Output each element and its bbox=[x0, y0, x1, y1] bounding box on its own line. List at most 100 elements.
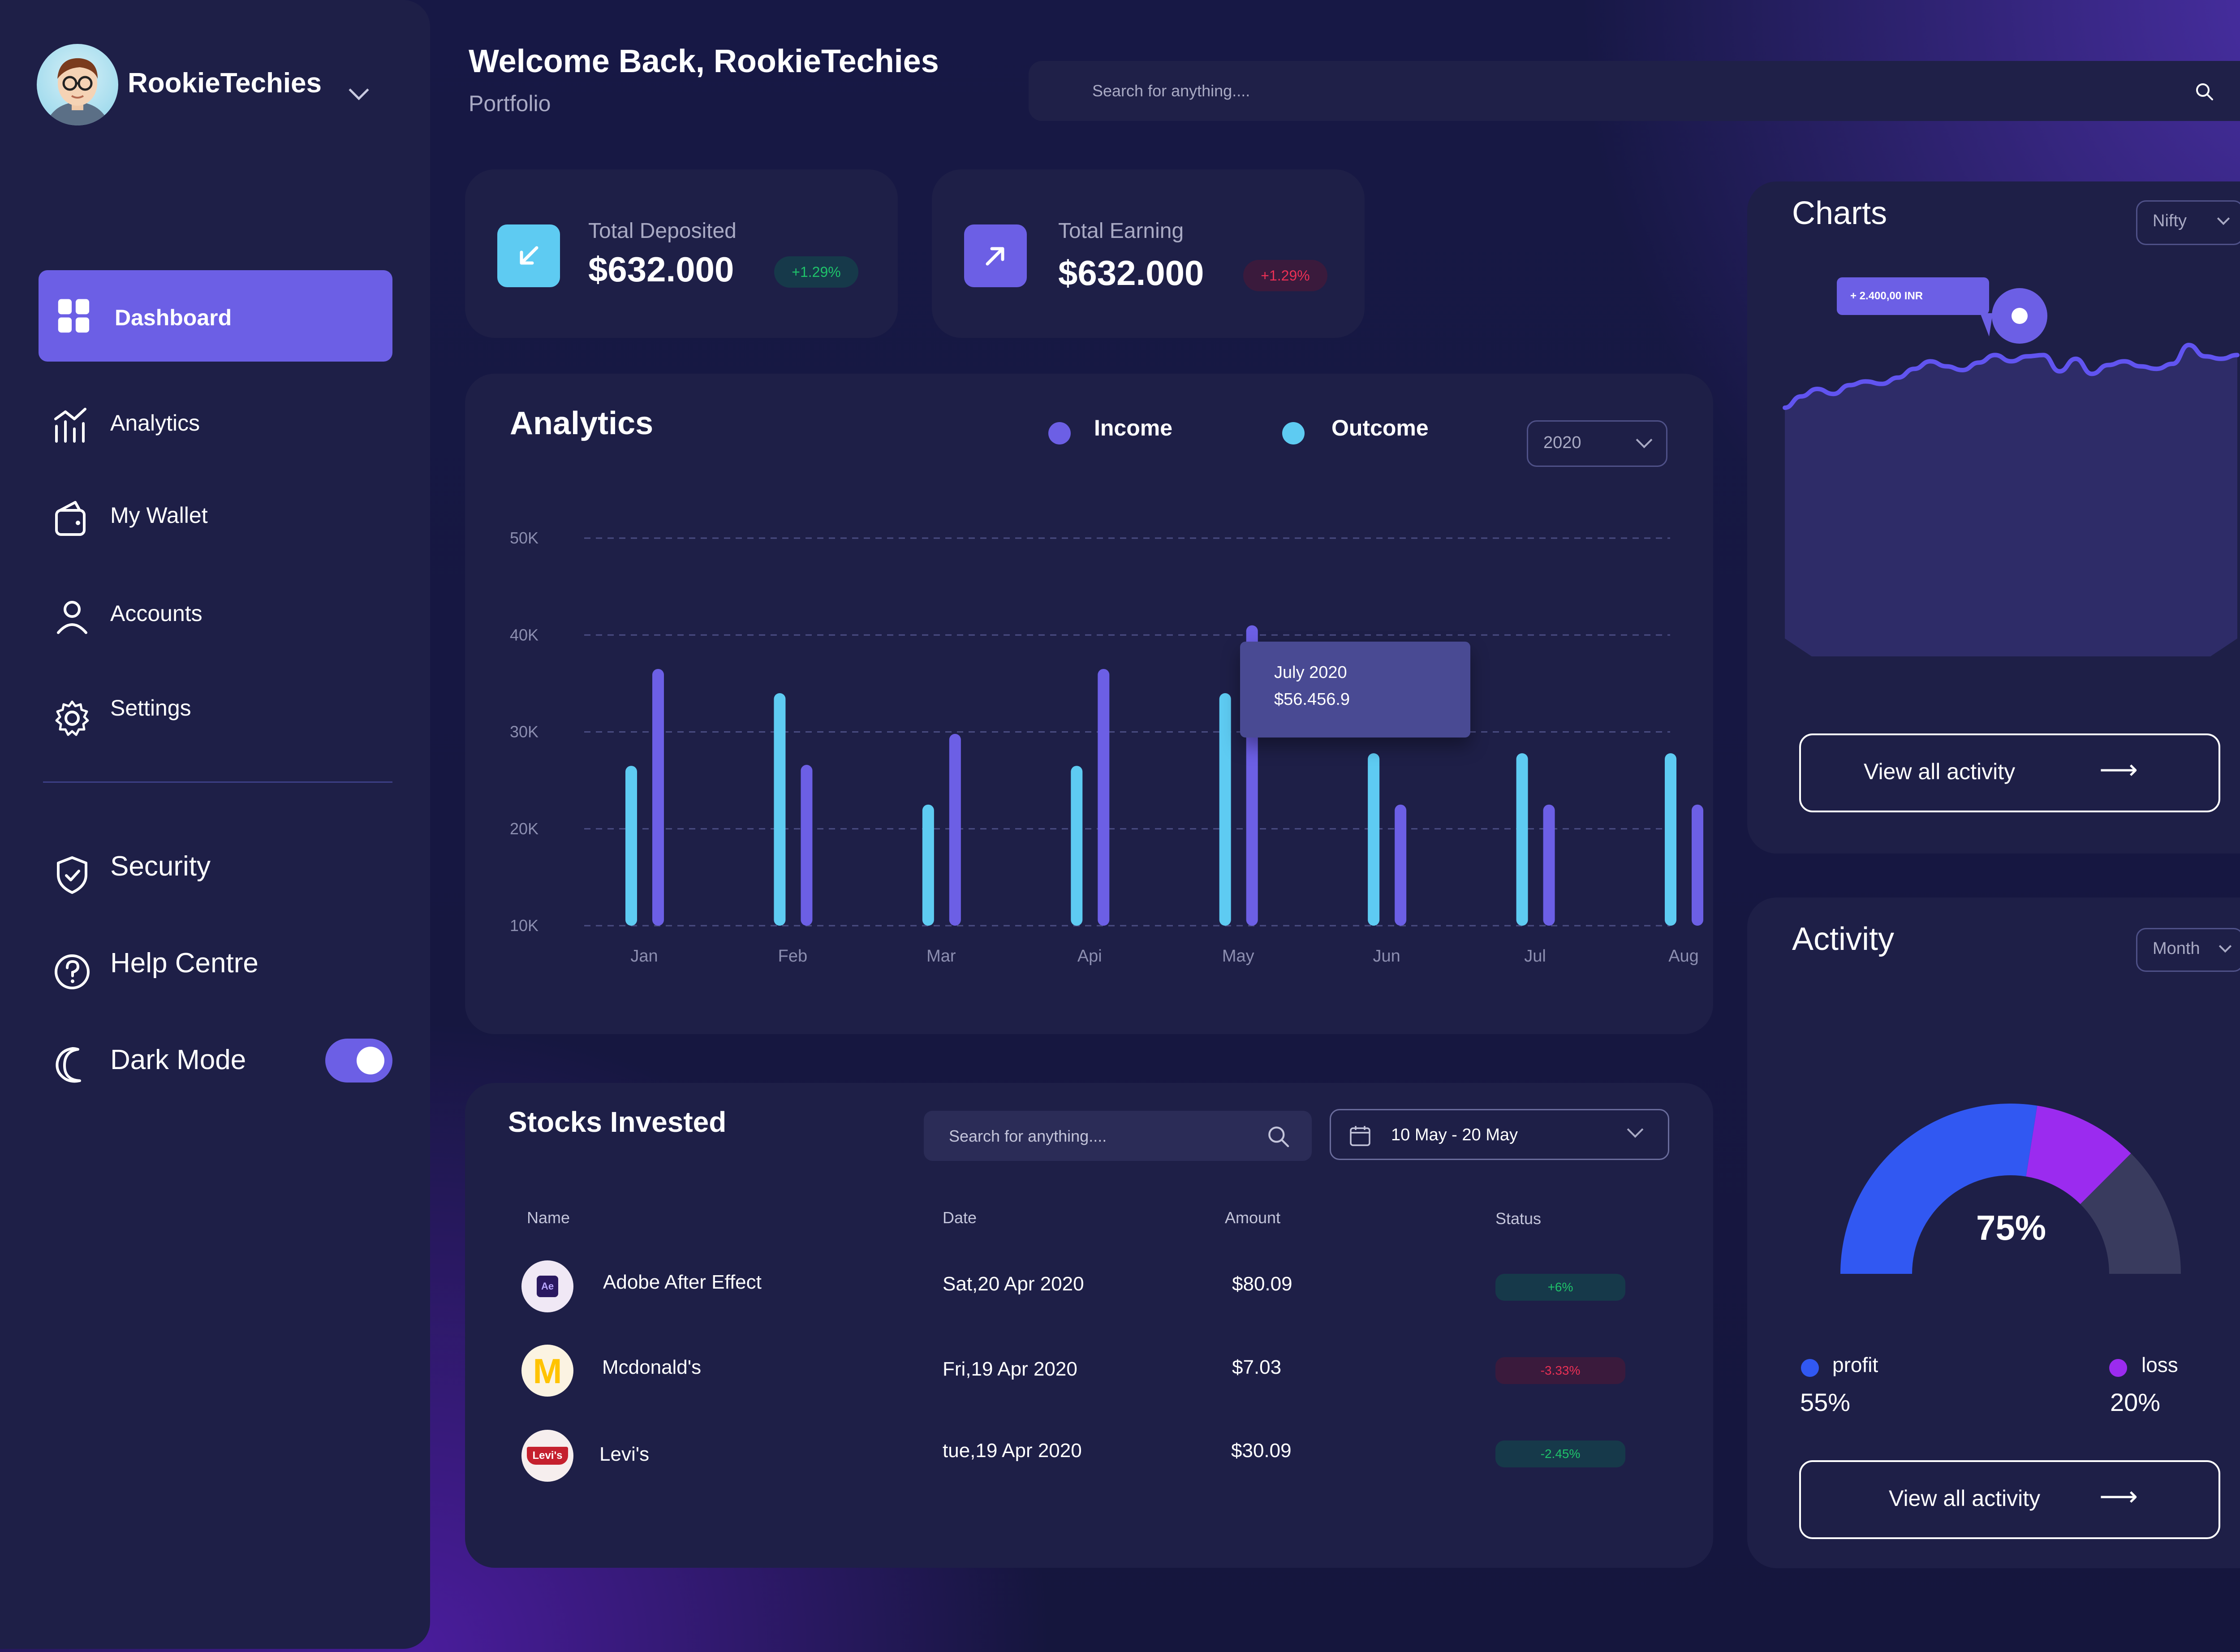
activity-view-all-button[interactable]: View all activity ⟶ bbox=[1799, 1460, 2220, 1539]
x-tick-label: Jul bbox=[1524, 947, 1546, 966]
analytics-icon bbox=[54, 408, 86, 443]
dashboard-icon bbox=[58, 299, 90, 333]
shield-icon bbox=[57, 856, 87, 894]
sidebar-item-label: My Wallet bbox=[110, 503, 208, 528]
wallet-icon bbox=[55, 501, 86, 536]
sidebar-item-wallet[interactable]: My Wallet bbox=[39, 478, 392, 545]
toggle-knob bbox=[357, 1047, 384, 1074]
button-label: View all activity bbox=[1889, 1486, 2041, 1511]
area-fill bbox=[1785, 345, 2237, 656]
chevron-down-icon bbox=[2218, 940, 2232, 953]
profit-dot bbox=[1801, 1359, 1819, 1377]
stock-name: Mcdonald's bbox=[602, 1356, 702, 1378]
date-range-select[interactable]: 10 May - 20 May bbox=[1330, 1109, 1669, 1160]
stock-date: Sat,20 Apr 2020 bbox=[943, 1273, 1084, 1295]
loss-label: loss bbox=[2141, 1353, 2178, 1376]
x-tick-label: Mar bbox=[926, 947, 956, 966]
x-tick-label: Feb bbox=[778, 947, 807, 966]
profit-label: profit bbox=[1832, 1353, 1878, 1376]
username: RookieTechies bbox=[128, 68, 322, 99]
sidebar-item-dashboard[interactable]: Dashboard bbox=[39, 282, 392, 349]
sidebar-divider bbox=[43, 781, 392, 783]
bar-outcome bbox=[1516, 753, 1528, 926]
stock-name: Adobe After Effect bbox=[603, 1271, 762, 1293]
stat-card-earning: Total Earning $632.000 +1.29% bbox=[932, 169, 1365, 338]
global-search-input[interactable]: Search for anything.... bbox=[1029, 61, 2240, 121]
x-tick-label: Jun bbox=[1373, 947, 1400, 966]
dark-mode-toggle[interactable] bbox=[325, 1039, 392, 1083]
adobe-logo-icon: Ae bbox=[521, 1260, 573, 1312]
page-subtitle: Portfolio bbox=[469, 91, 551, 116]
search-placeholder: Search for anything.... bbox=[1092, 82, 1250, 100]
area-line bbox=[1783, 342, 2240, 410]
search-icon[interactable] bbox=[1266, 1124, 1290, 1148]
moon-icon bbox=[56, 1047, 81, 1083]
chevron-down-icon bbox=[1627, 1121, 1644, 1138]
bar-income bbox=[801, 765, 813, 926]
user-icon bbox=[57, 601, 87, 634]
y-tick-label: 20K bbox=[510, 820, 538, 838]
date-range-value: 10 May - 20 May bbox=[1391, 1126, 1518, 1144]
y-tick-label: 10K bbox=[510, 916, 538, 935]
sidebar-item-label: Dark Mode bbox=[110, 1044, 246, 1075]
arrow-right-icon: ⟶ bbox=[2099, 1481, 2138, 1511]
charts-view-all-button[interactable]: View all activity ⟶ bbox=[1799, 733, 2220, 812]
search-icon[interactable] bbox=[2194, 82, 2214, 101]
column-header-amount: Amount bbox=[1225, 1208, 1281, 1227]
bar-income bbox=[1543, 804, 1555, 926]
area-chart bbox=[1783, 288, 2240, 656]
stat-value: $632.000 bbox=[588, 250, 734, 289]
sidebar-item-label: Dashboard bbox=[115, 305, 232, 330]
stock-name: Levi's bbox=[599, 1443, 650, 1465]
charts-card: Charts Nifty + 2.400,00 INR View all act… bbox=[1747, 181, 2240, 854]
y-tick-label: 50K bbox=[510, 529, 538, 547]
index-select-value: Nifty bbox=[2153, 211, 2187, 230]
analytics-card: Analytics Income Outcome 2020 10K 20K 30K 4… bbox=[465, 374, 1713, 1034]
sidebar-item-label: Settings bbox=[110, 695, 191, 720]
x-tick-label: Api bbox=[1077, 947, 1102, 966]
gauge-slice-remaining bbox=[2080, 1153, 2181, 1274]
help-icon bbox=[55, 954, 90, 989]
stat-label: Total Deposited bbox=[588, 219, 737, 243]
arrow-right-icon: ⟶ bbox=[2099, 755, 2138, 785]
stocks-card: Stocks Invested Search for anything.... … bbox=[465, 1083, 1713, 1568]
bar-income bbox=[1098, 669, 1110, 926]
nav-active-bg bbox=[39, 270, 392, 362]
bar-outcome bbox=[1219, 693, 1231, 926]
sidebar-item-settings[interactable]: Settings bbox=[39, 670, 392, 738]
period-select[interactable]: Month bbox=[2136, 928, 2240, 972]
year-select[interactable]: 2020 bbox=[1527, 420, 1667, 467]
status-badge: +6% bbox=[1495, 1274, 1625, 1301]
sidebar-item-security[interactable]: Security bbox=[39, 829, 392, 896]
bar-income bbox=[652, 669, 664, 926]
stock-amount: $80.09 bbox=[1232, 1273, 1292, 1295]
income-legend-dot bbox=[1048, 422, 1071, 444]
arrow-down-left-icon bbox=[497, 224, 560, 287]
sidebar-item-dark-mode: Dark Mode bbox=[39, 1022, 392, 1090]
avatar[interactable] bbox=[37, 44, 118, 125]
legend-outcome: Outcome bbox=[1331, 415, 1429, 440]
bar-outcome bbox=[1665, 753, 1676, 926]
gauge-slice-profit bbox=[1840, 1104, 2038, 1274]
tooltip-title: July 2020 bbox=[1274, 663, 1347, 682]
bar-outcome bbox=[774, 693, 786, 926]
bar-outcome bbox=[1071, 766, 1083, 926]
mcdonalds-logo-icon: M bbox=[521, 1345, 573, 1397]
sidebar-item-analytics[interactable]: Analytics bbox=[39, 385, 392, 453]
chevron-down-icon[interactable] bbox=[349, 80, 369, 100]
index-select[interactable]: Nifty bbox=[2136, 200, 2240, 245]
stat-change-badge: +1.29% bbox=[1243, 260, 1327, 291]
stat-value: $632.000 bbox=[1058, 253, 1204, 293]
bar-outcome bbox=[1368, 753, 1380, 926]
chart-tooltip: July 2020 $56.456.9 bbox=[1240, 642, 1470, 738]
gear-icon bbox=[55, 700, 89, 736]
tooltip-value: $56.456.9 bbox=[1274, 690, 1350, 709]
sidebar-item-label: Analytics bbox=[110, 410, 200, 436]
sidebar-item-help[interactable]: Help Centre bbox=[39, 926, 392, 993]
x-tick-label: Aug bbox=[1668, 947, 1699, 966]
analytics-chart: 10K 20K 30K 40K 50K Jan Feb Mar Api May Jun Jul Aug bbox=[510, 529, 1703, 966]
sidebar-item-accounts[interactable]: Accounts bbox=[39, 576, 392, 643]
bar-income bbox=[1692, 804, 1703, 926]
profit-value: 55% bbox=[1800, 1388, 1851, 1416]
stocks-search-input[interactable]: Search for anything.... bbox=[924, 1111, 1312, 1161]
